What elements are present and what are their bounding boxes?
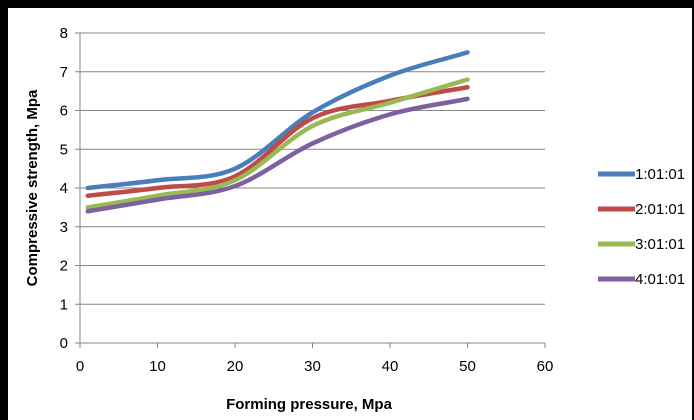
x-tick-label: 40: [382, 358, 399, 375]
series-lines: [85, 50, 470, 214]
y-tick-label: 1: [60, 296, 68, 313]
x-tick-label: 60: [537, 358, 554, 375]
legend-label-1: 1:01:01: [635, 166, 685, 183]
legend-label-4: 4:01:01: [635, 271, 685, 288]
y-tick-label: 6: [60, 103, 68, 120]
y-tick-label: 3: [60, 219, 68, 236]
y-tick-label: 5: [60, 141, 68, 158]
y-tick-label: 8: [60, 25, 68, 42]
series-line-4: [85, 96, 470, 214]
x-tick-label: 30: [304, 358, 321, 375]
series-line-1: [85, 50, 470, 191]
y-tick-label: 2: [60, 258, 68, 275]
series-line-2: [85, 85, 470, 198]
legend-label-3: 3:01:01: [635, 236, 685, 253]
gridlines: [80, 32, 545, 305]
axes: [75, 32, 546, 348]
legend-label-2: 2:01:01: [635, 201, 685, 218]
tick-labels: 0 1 2 3 4 5 6 7 8 0 10 20 30 40 50 60: [60, 25, 554, 375]
x-tick-label: 10: [149, 358, 166, 375]
y-tick-label: 0: [60, 335, 68, 352]
legend: 1:01:01 2:01:01 3:01:01 4:01:01: [598, 166, 685, 288]
x-tick-label: 50: [459, 358, 476, 375]
line-chart: 0 1 2 3 4 5 6 7 8 0 10 20 30 40 50 60 Forming pressure,…: [24, 25, 685, 413]
x-tick-label: 20: [227, 358, 244, 375]
y-axis-title: Compressive strength, Mpa: [24, 89, 41, 286]
x-axis-title: Forming pressure, Mpa: [226, 396, 393, 413]
series-line-3: [85, 77, 470, 210]
y-tick-label: 4: [60, 180, 68, 197]
y-tick-label: 7: [60, 64, 68, 81]
x-tick-label: 0: [76, 358, 84, 375]
